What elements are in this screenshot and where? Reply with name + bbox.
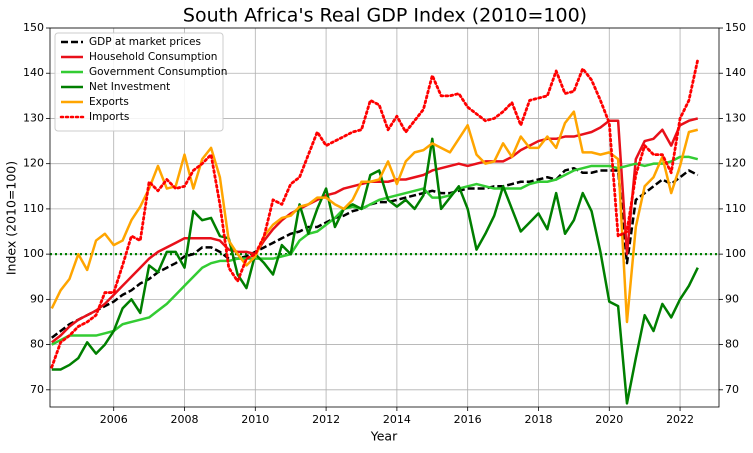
x-axis-label: Year [370,429,398,444]
y2-tick-label: 110 [725,202,746,215]
y-tick-label: 80 [30,338,44,351]
x-tick-label: 2012 [312,413,340,426]
y-tick-label: 110 [23,202,44,215]
legend-label: Imports [89,111,129,123]
y2-tick-label: 80 [725,338,739,351]
series-line [51,155,699,346]
legend-label: Household Consumption [89,51,217,63]
x-tick-label: 2020 [595,413,623,426]
series-line [50,58,700,369]
legend-label: Exports [89,96,129,108]
y2-tick-label: 90 [725,292,739,305]
x-tick-label: 2010 [241,413,269,426]
y2-tick-label: 150 [725,21,746,34]
y-tick-label: 100 [23,247,44,260]
legend-box [54,32,224,132]
series-line [51,137,699,405]
y2-tick-label: 120 [725,157,746,170]
plot-lines [50,58,719,405]
x-tick-label: 2014 [383,413,411,426]
y-tick-label: 120 [23,157,44,170]
x-tick-label: 2006 [100,413,128,426]
legend-label: Net Investment [89,81,170,93]
y2-tick-label: 130 [725,111,746,124]
y2-tick-label: 70 [725,383,739,396]
y2-tick-label: 100 [725,247,746,260]
y-tick-label: 70 [30,383,44,396]
y2-tick-label: 140 [725,66,746,79]
plot-frame [49,27,720,408]
y-tick-label: 90 [30,292,44,305]
chart-title: South Africa's Real GDP Index (2010=100) [183,5,587,27]
series-line [50,110,699,324]
y-tick-label: 130 [23,111,44,124]
x-tick-label: 2008 [171,413,199,426]
x-tick-label: 2016 [454,413,482,426]
y-tick-label: 140 [23,66,44,79]
x-tick-label: 2018 [524,413,552,426]
legend-label: GDP at market prices [89,36,201,48]
y-axis-label: Index (2010=100) [4,161,19,275]
y-tick-label: 150 [23,21,44,34]
x-tick-label: 2022 [666,413,694,426]
legend-label: Government Consumption [89,66,227,78]
